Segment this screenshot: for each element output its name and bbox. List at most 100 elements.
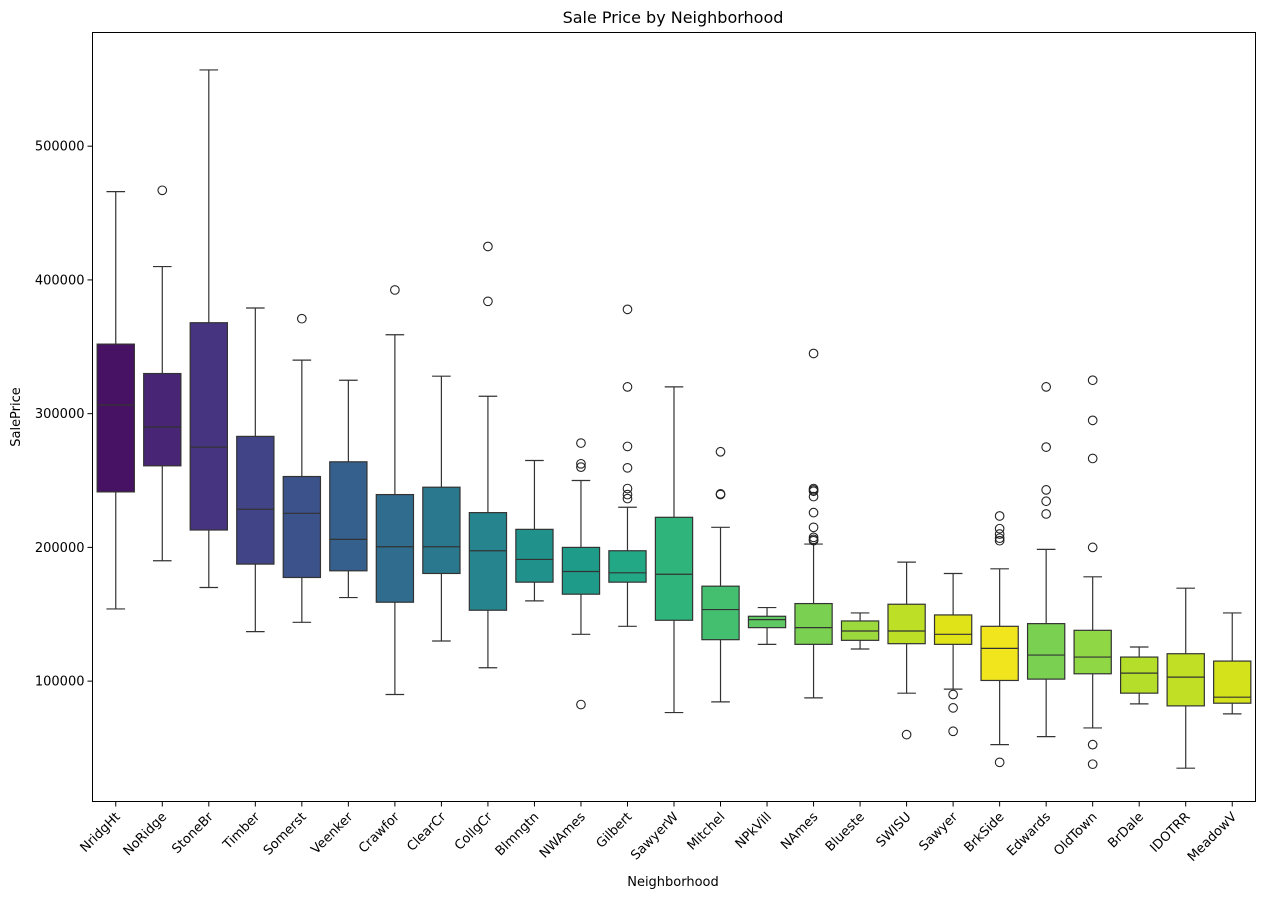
box-group-oldtown: [1073, 375, 1112, 770]
box-group-noridge: [143, 185, 182, 562]
x-tick-label: Veenker: [308, 809, 356, 857]
x-tick-label: Blmngtn: [493, 810, 543, 860]
box-iqr: [1213, 660, 1252, 704]
x-tick-label: BrDale: [1105, 810, 1147, 852]
y-tick-label: 100000: [35, 675, 85, 690]
y-tick-label: 500000: [35, 140, 85, 155]
box-group-nwames: [561, 438, 601, 710]
box-iqr: [189, 322, 229, 531]
outlier-point: [483, 241, 493, 252]
outlier-point: [1041, 382, 1052, 392]
outlier-point: [576, 458, 586, 469]
x-tick-label: SWISU: [874, 810, 915, 851]
box-group-mitchel: [701, 446, 740, 703]
box-iqr: [282, 475, 322, 579]
x-tick-label: NoRidge: [121, 810, 170, 859]
y-tick-label: 200000: [35, 541, 85, 556]
x-tick-label: MeadowV: [1185, 810, 1240, 865]
outlier-point: [1087, 453, 1098, 464]
outlier-point: [296, 313, 307, 324]
box-iqr: [1119, 656, 1159, 694]
box-iqr: [701, 585, 740, 641]
box-iqr: [980, 625, 1019, 682]
outlier-point: [483, 296, 493, 307]
x-tick-label: StoneBr: [169, 809, 217, 857]
chart-title: Sale Price by Neighborhood: [563, 8, 784, 27]
box-group-sawyer: [933, 572, 973, 737]
box-group-collgcr: [468, 241, 508, 669]
box-group-somerst: [282, 313, 322, 623]
outlier-point: [1041, 485, 1052, 495]
outlier-point: [994, 535, 1005, 546]
outlier-point: [715, 446, 726, 457]
box-iqr: [654, 516, 694, 621]
outlier-point: [622, 489, 633, 500]
box-group-meadowv: [1213, 612, 1252, 715]
box-group-swisu: [887, 561, 926, 740]
box-group-idotrr: [1166, 587, 1205, 769]
outlier-point: [948, 689, 958, 700]
box-group-veenker: [329, 379, 368, 599]
x-tick-label: Sawyer: [916, 809, 961, 854]
box-iqr: [143, 372, 182, 467]
box-group-stonebr: [189, 69, 229, 589]
outlier-point: [576, 462, 586, 473]
outlier-point: [994, 533, 1005, 544]
box-group-sawyerw: [654, 386, 694, 714]
x-tick-label: NPkVill: [733, 810, 775, 852]
box-group-blueste: [840, 612, 880, 650]
outlier-point: [1041, 509, 1052, 519]
box-iqr: [608, 550, 647, 583]
x-tick-label: SawyerW: [628, 810, 682, 864]
x-tick-label: Crawfor: [356, 809, 403, 856]
outlier-point: [1041, 496, 1052, 507]
x-tick-label: CollgCr: [452, 809, 496, 853]
box-group-npkvill: [747, 606, 787, 645]
outlier-point: [1087, 759, 1098, 770]
outlier-point: [622, 441, 633, 452]
x-tick-label: Gilbert: [594, 810, 636, 852]
outlier-point: [994, 523, 1005, 534]
x-tick-label: IDOTRR: [1148, 810, 1194, 856]
x-tick-label: ClearCr: [404, 809, 449, 854]
box-iqr: [422, 486, 461, 575]
box-group-crawfor: [375, 285, 415, 696]
x-axis-label: Neighborhood: [627, 875, 719, 890]
outlier-point: [576, 438, 586, 448]
box-group-clearcr: [422, 375, 461, 642]
outlier-point: [808, 535, 819, 546]
box-group-names: [794, 348, 833, 699]
box-iqr: [515, 528, 554, 583]
outlier-point: [622, 304, 633, 315]
outlier-point: [157, 185, 168, 196]
x-tick-label: Mitchel: [685, 810, 729, 854]
y-axis: 100000 200000 300000 400000 500000: [35, 140, 93, 690]
box-group-nridght: [96, 191, 135, 610]
outlier-point: [808, 486, 819, 497]
outlier-point: [994, 757, 1005, 768]
box-group-brkside: [980, 511, 1019, 768]
box-group-timber: [236, 307, 275, 633]
outlier-point: [1087, 415, 1098, 426]
box-group-brdale: [1119, 646, 1159, 705]
outlier-point: [948, 703, 958, 713]
box-iqr: [1166, 653, 1205, 707]
outlier-point: [622, 382, 633, 392]
outlier-point: [948, 726, 958, 737]
x-tick-label: Blueste: [823, 810, 868, 855]
box-iqr: [887, 603, 926, 645]
box-iqr: [747, 615, 787, 629]
outlier-point: [390, 285, 400, 295]
x-tick-label: NridgHt: [78, 810, 124, 856]
outlier-point: [1087, 739, 1098, 750]
box-iqr: [1026, 623, 1066, 680]
outlier-point: [1087, 375, 1098, 386]
box-iqr: [96, 343, 135, 493]
box-group-edwards: [1026, 382, 1066, 738]
y-axis-label: SalePrice: [9, 387, 24, 447]
x-tick-label: OldTown: [1051, 810, 1100, 859]
x-tick-label: Timber: [220, 809, 264, 853]
box-iqr: [468, 512, 508, 611]
